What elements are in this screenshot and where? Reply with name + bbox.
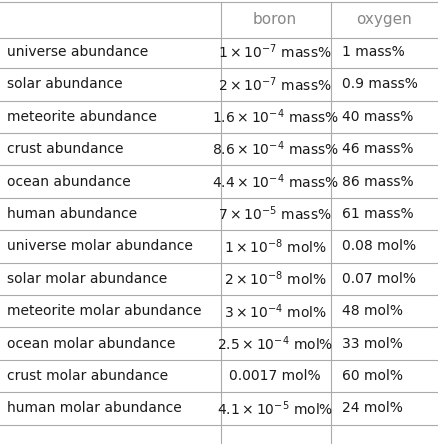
Text: $2\times10^{-8}$ mol%: $2\times10^{-8}$ mol% [223,270,327,288]
Text: $1\times10^{-7}$ mass%: $1\times10^{-7}$ mass% [218,43,332,61]
Text: human molar abundance: human molar abundance [7,401,181,416]
Text: 61 mass%: 61 mass% [342,207,413,221]
Text: ocean abundance: ocean abundance [7,174,131,189]
Text: 86 mass%: 86 mass% [342,174,413,189]
Text: 40 mass%: 40 mass% [342,110,413,124]
Text: 0.0017 mol%: 0.0017 mol% [229,369,321,383]
Text: human abundance: human abundance [7,207,137,221]
Text: oxygen: oxygen [356,12,412,28]
Text: 24 mol%: 24 mol% [342,401,403,416]
Text: $1\times10^{-8}$ mol%: $1\times10^{-8}$ mol% [223,237,327,256]
Text: 0.9 mass%: 0.9 mass% [342,77,417,91]
Text: solar abundance: solar abundance [7,77,122,91]
Text: universe abundance: universe abundance [7,45,148,59]
Text: meteorite molar abundance: meteorite molar abundance [7,304,201,318]
Text: $4.4\times10^{-4}$ mass%: $4.4\times10^{-4}$ mass% [212,172,339,191]
Text: 48 mol%: 48 mol% [342,304,403,318]
Text: crust molar abundance: crust molar abundance [7,369,168,383]
Text: $1.6\times10^{-4}$ mass%: $1.6\times10^{-4}$ mass% [212,107,339,126]
Text: crust abundance: crust abundance [7,142,123,156]
Text: $3\times10^{-4}$ mol%: $3\times10^{-4}$ mol% [223,302,327,321]
Text: 46 mass%: 46 mass% [342,142,413,156]
Text: 33 mol%: 33 mol% [342,337,403,351]
Text: meteorite abundance: meteorite abundance [7,110,156,124]
Text: $2.5\times10^{-4}$ mol%: $2.5\times10^{-4}$ mol% [217,334,333,353]
Text: 1 mass%: 1 mass% [342,45,404,59]
Text: $8.6\times10^{-4}$ mass%: $8.6\times10^{-4}$ mass% [212,140,339,159]
Text: universe molar abundance: universe molar abundance [7,239,192,254]
Text: $7\times10^{-5}$ mass%: $7\times10^{-5}$ mass% [218,205,332,223]
Text: solar molar abundance: solar molar abundance [7,272,167,286]
Text: ocean molar abundance: ocean molar abundance [7,337,175,351]
Text: $4.1\times10^{-5}$ mol%: $4.1\times10^{-5}$ mol% [217,399,333,418]
Text: 0.07 mol%: 0.07 mol% [342,272,416,286]
Text: $2\times10^{-7}$ mass%: $2\times10^{-7}$ mass% [218,75,332,94]
Text: 60 mol%: 60 mol% [342,369,403,383]
Text: boron: boron [253,12,297,28]
Text: 0.08 mol%: 0.08 mol% [342,239,416,254]
